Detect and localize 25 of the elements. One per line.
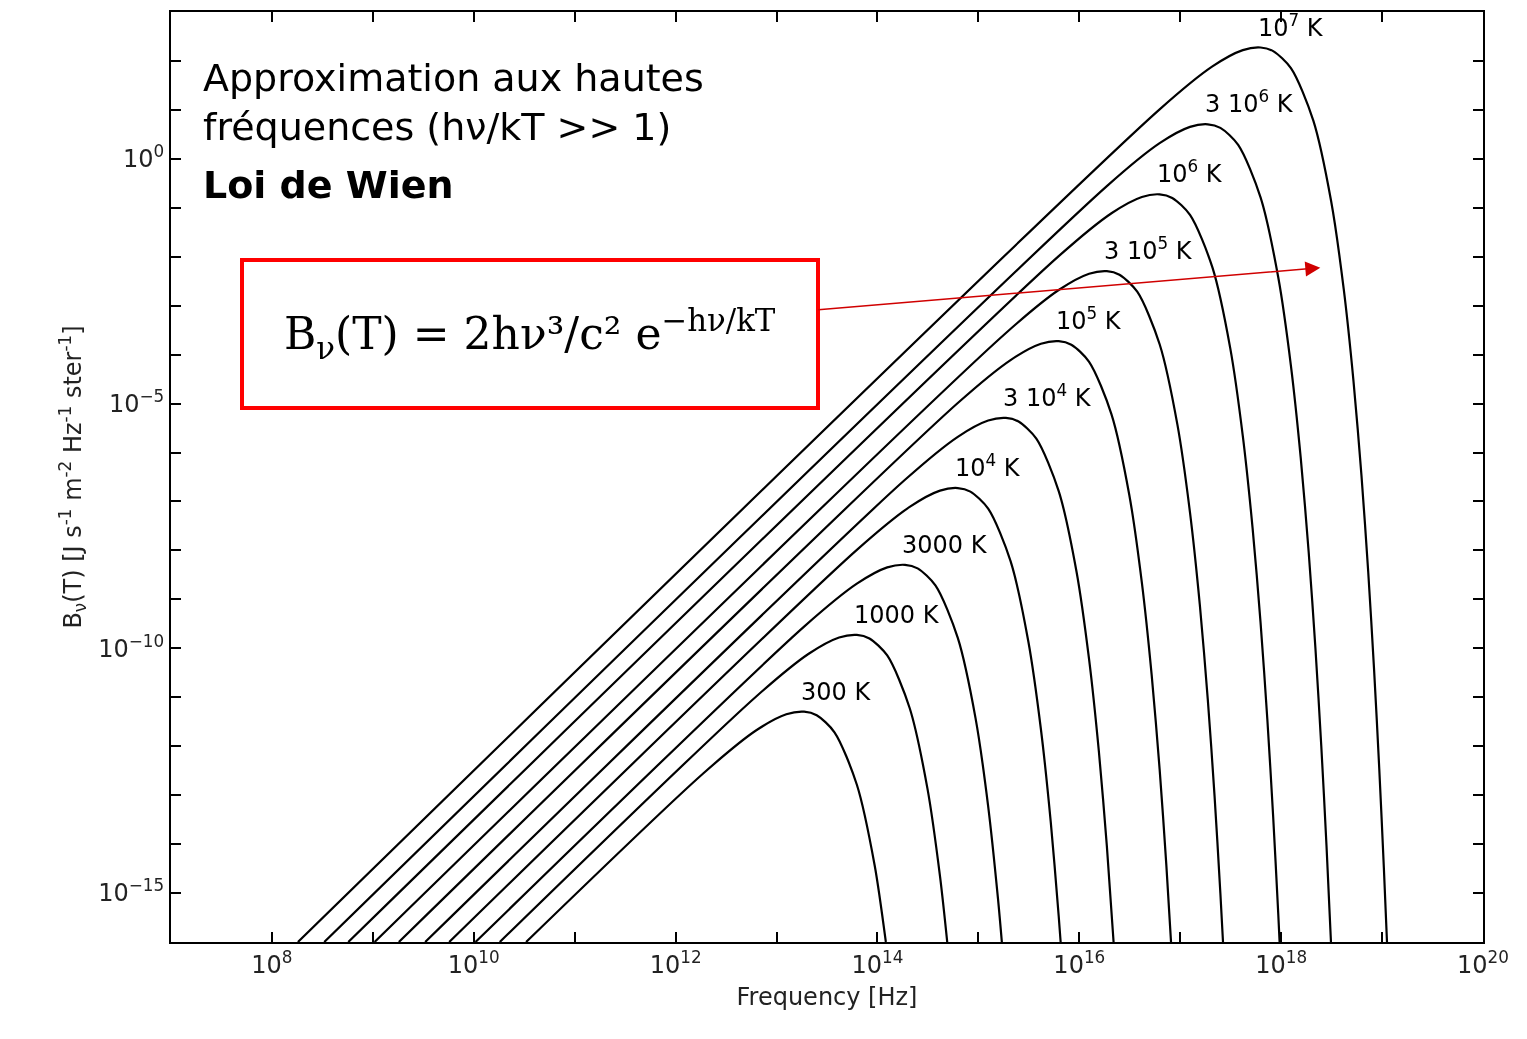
annotation: Approximation aux hautes fréquences (hν/kT >> 1) xyxy=(203,56,704,150)
series-label: 10$^{6}$ K xyxy=(1157,156,1223,189)
x-axis-title: Frequency [Hz] xyxy=(736,982,918,1011)
annotation: B$_{ν}$(T) = 2hν³/c² e$^{−hν/kT}$ xyxy=(284,302,776,366)
x-tick-label: 10$^{18}$ xyxy=(1255,946,1308,979)
x-tick-label: 10$^{12}$ xyxy=(649,946,702,979)
series-label: 10$^{7}$ K xyxy=(1258,10,1324,43)
y-tick-label: 10$^{0}$ xyxy=(122,141,165,174)
y-tick-label: 10$^{−15}$ xyxy=(98,875,165,908)
series-label: 3 10$^{6}$ K xyxy=(1205,86,1294,119)
y-tick-label: 10$^{−5}$ xyxy=(108,385,165,418)
series-label: 300 K xyxy=(801,678,872,706)
series-label: 3 10$^{4}$ K xyxy=(1003,380,1092,413)
x-tick-label: 10$^{8}$ xyxy=(251,946,293,979)
annotation: Loi de Wien xyxy=(203,163,454,207)
x-tick-label: 10$^{14}$ xyxy=(851,946,904,979)
x-tick-label: 10$^{16}$ xyxy=(1053,946,1106,979)
series-label: 10$^{5}$ K xyxy=(1056,303,1122,336)
series-label: 3000 K xyxy=(902,531,988,559)
series-label: 10$^{4}$ K xyxy=(955,450,1021,483)
x-tick-label: 10$^{20}$ xyxy=(1457,946,1509,979)
x-tick-label: 10$^{10}$ xyxy=(447,946,500,979)
y-tick-label: 10$^{−10}$ xyxy=(98,630,165,663)
series-label: 1000 K xyxy=(854,601,940,629)
series-label: 3 10$^{5}$ K xyxy=(1104,233,1193,266)
